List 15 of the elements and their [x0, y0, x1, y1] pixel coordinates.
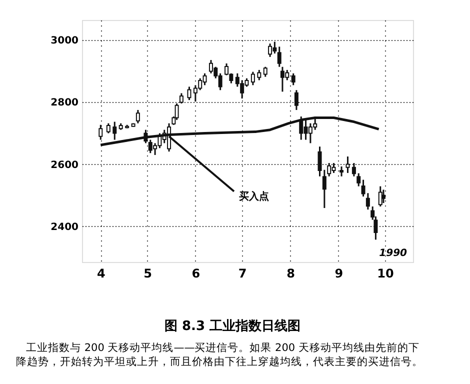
text: 工业指数与 200 天移动平均线——买进信号。如果 200 天移动平均线由先前的下降趋势，开始转为平坦或上升，而且价格由下往上穿越均线，代表主要的买进信号。	[16, 341, 423, 368]
y-tick-label: 2600	[50, 160, 79, 171]
x-tick-label: 6	[192, 266, 200, 280]
annotation: 买入点	[239, 190, 270, 202]
x-tick-label: 7	[238, 266, 247, 280]
x-tick-label: 5	[144, 266, 152, 280]
x-tick-label: 9	[334, 266, 344, 280]
annotation: 1990	[379, 248, 408, 259]
y-tick-label: 2400	[50, 222, 79, 233]
text: 图 8.3 工业指数日线图	[164, 319, 301, 334]
x-tick-label: 4	[96, 266, 106, 280]
y-tick-label: 2800	[50, 98, 79, 109]
x-tick-label: 10	[377, 266, 394, 280]
x-tick-label: 8	[286, 266, 295, 280]
y-tick-label: 3000	[50, 36, 79, 47]
